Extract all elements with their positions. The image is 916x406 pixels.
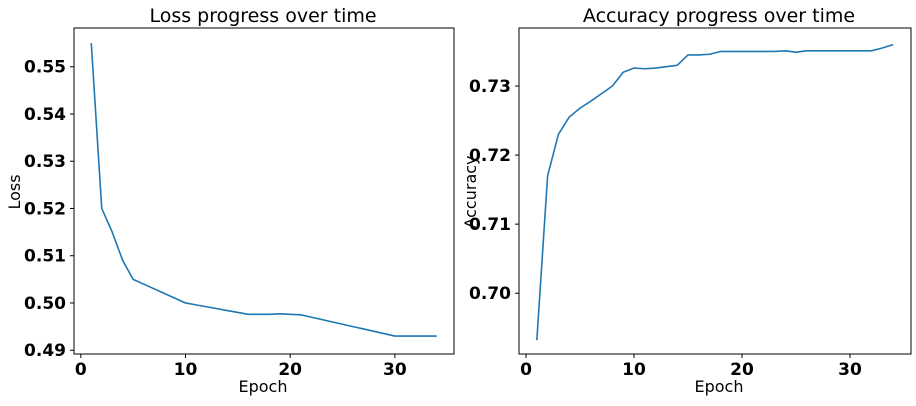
loss-chart-title: Loss progress over time [149,5,376,27]
loss-x-axis-label: Epoch [239,377,288,396]
loss-x-tick-label: 10 [174,360,198,380]
loss-y-tick-label: 0.49 [24,341,66,361]
accuracy-y-tick-label: 0.70 [469,284,511,304]
loss-plot-area: 0 10 20 30 0.49 0.50 0.51 0.52 0.53 0.54 0.55 [24,27,455,380]
accuracy-x-tick-label: 30 [838,360,862,380]
loss-y-axis-label: Loss [5,174,24,209]
accuracy-y-axis-label: Accuracy [461,155,480,228]
accuracy-x-tick-label: 0 [520,360,532,380]
loss-x-tick-label: 0 [75,360,87,380]
loss-series-line-0 [90,43,437,337]
accuracy-plot-area: 0 10 20 30 0.70 0.71 0.72 0.73 [469,27,912,380]
accuracy-chart: Accuracy progress over time 0 10 20 300.700… [461,5,912,396]
accuracy-x-tick-label: 20 [730,360,754,380]
accuracy-chart-title: Accuracy progress over time [583,5,855,27]
accuracy-series-line-0 [536,43,894,341]
accuracy-x-axis-label: Epoch [695,377,744,396]
loss-y-tick-label: 0.55 [24,58,66,78]
accuracy-y-tick-label: 0.71 [469,215,511,235]
loss-plot-frame [73,27,455,355]
loss-y-tick-label: 0.51 [24,247,66,267]
loss-y-tick-label: 0.52 [24,199,66,219]
accuracy-y-tick-label: 0.72 [469,146,511,166]
loss-x-tick-label: 20 [278,360,302,380]
loss-y-tick-label: 0.54 [24,105,66,125]
loss-chart: Loss progress over time 0 10 20 300.490.500… [5,5,455,396]
loss-y-tick-label: 0.53 [24,152,66,172]
accuracy-plot-frame [518,27,912,355]
loss-x-tick-label: 30 [383,360,407,380]
accuracy-x-tick-label: 10 [622,360,646,380]
loss-y-tick-label: 0.50 [24,294,66,314]
accuracy-y-tick-label: 0.73 [469,77,511,97]
